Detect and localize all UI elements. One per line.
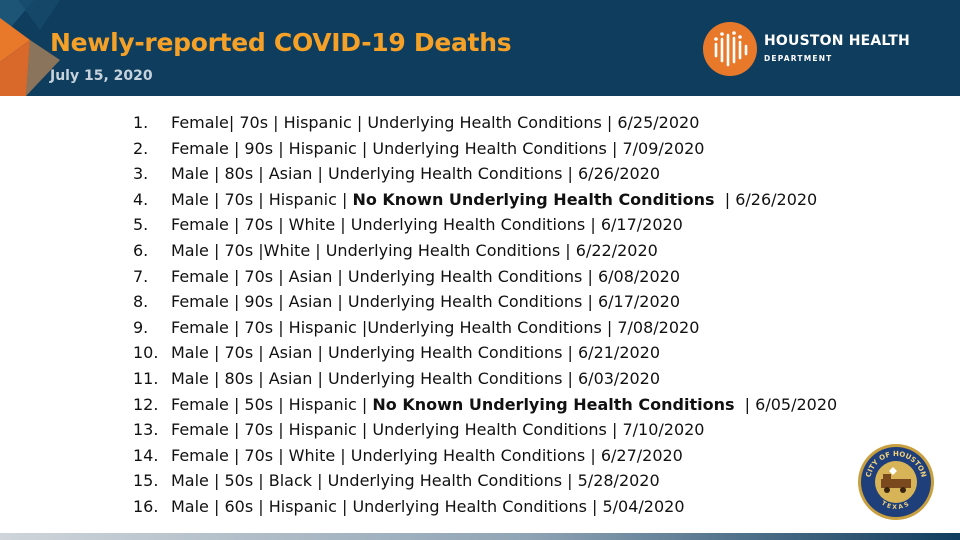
item-demographics: Male | 70s | Asian | (171, 343, 328, 363)
item-date: | 6/22/2020 (560, 240, 658, 260)
item-condition: Underlying Health Conditions (347, 266, 583, 286)
page-title: Newly-reported COVID-19 Deaths (50, 28, 512, 57)
item-number: 11. (133, 368, 159, 388)
list-item: 3. Male | 80s | Asian | Underlying Health… (133, 161, 837, 187)
item-demographics: Male | 80s | Asian | (171, 368, 328, 388)
item-demographics: Male | 70s | Hispanic | (171, 189, 353, 209)
item-number: 14. (133, 445, 159, 465)
houston-health-logo: HOUSTON HEALTH DEPARTMENT (703, 22, 943, 78)
item-number: 10. (133, 343, 159, 363)
report-date: July 15, 2020 (50, 68, 153, 84)
item-date: | 6/26/2020 (714, 189, 818, 209)
item-number: 6. (133, 240, 149, 260)
item-date: | 6/27/2020 (585, 445, 683, 465)
item-date: | 6/25/2020 (601, 113, 700, 132)
item-condition: Underlying Health Conditions (347, 292, 583, 312)
item-number: 7. (133, 266, 149, 286)
item-condition: Underlying Health Conditions (327, 343, 563, 363)
item-condition: Underlying Health Conditions (352, 496, 587, 516)
item-demographics: Female | 70s | White | (171, 215, 351, 235)
item-condition: Underlying Health Conditions (367, 113, 602, 132)
list-item: 5. Female | 70s | White | Underlying Heal… (133, 212, 837, 238)
item-condition: Underlying Health Conditions (350, 445, 586, 465)
list-item: 12. Female | 50s | Hispanic | No Known Un… (133, 392, 837, 418)
item-number: 12. (133, 394, 159, 414)
list-item: 8. Female | 90s | Asian | Underlying Heal… (133, 289, 837, 315)
item-date: | 7/08/2020 (601, 317, 700, 337)
logo-subtitle: DEPARTMENT (764, 54, 833, 63)
item-condition: Underlying Health Conditions (372, 138, 607, 158)
list-item: 4. Male | 70s | Hispanic | No Known Under… (133, 187, 837, 213)
item-number: 9. (133, 317, 149, 337)
item-condition: Underlying Health Conditions (327, 368, 563, 388)
item-condition: Underlying Health Conditions (325, 240, 561, 260)
item-demographics: Female | 70s | Hispanic | (171, 420, 373, 440)
item-date: | 6/08/2020 (582, 266, 680, 286)
item-date: | 5/04/2020 (586, 496, 685, 516)
item-date: | 6/21/2020 (562, 343, 661, 363)
list-item: 10. Male | 70s | Asian | Underlying Healt… (133, 340, 837, 366)
header-banner: Newly-reported COVID-19 Deaths July 15, … (0, 0, 960, 96)
logo-bars-icon (714, 31, 748, 67)
list-item: 7. Female | 70s | Asian | Underlying Heal… (133, 264, 837, 290)
item-demographics: Female | 90s | Hispanic | (171, 138, 373, 158)
item-number: 13. (133, 420, 159, 440)
item-demographics: Female | 90s | Asian | (171, 292, 348, 312)
deaths-list: 1. Female| 70s | Hispanic | Underlying He… (133, 110, 837, 520)
item-date: | 6/17/2020 (585, 215, 683, 235)
item-demographics: Male | 80s | Asian | (171, 164, 328, 184)
item-condition: No Known Underlying Health Conditions (372, 394, 735, 414)
svg-text:TEXAS: TEXAS (880, 500, 912, 511)
item-demographics: Female | 70s | Hispanic | (171, 317, 368, 337)
item-date: | 6/17/2020 (582, 292, 680, 312)
item-date: | 6/03/2020 (562, 368, 661, 388)
item-date: | 7/10/2020 (606, 420, 705, 440)
footer-bar (0, 533, 960, 540)
item-condition: Underlying Health Conditions (327, 164, 563, 184)
list-item: 9. Female | 70s | Hispanic |Underlying He… (133, 315, 837, 341)
item-number: 15. (133, 471, 159, 491)
logo-mark-icon (703, 22, 757, 76)
header-decoration (0, 0, 60, 96)
item-condition: Underlying Health Conditions (327, 471, 563, 491)
item-date: | 6/26/2020 (562, 164, 661, 184)
list-item: 11. Male | 80s | Asian | Underlying Healt… (133, 366, 837, 392)
item-demographics: Male | 60s | Hispanic | (171, 496, 353, 516)
list-item: 13. Female | 70s | Hispanic | Underlying … (133, 417, 837, 443)
item-condition: No Known Underlying Health Conditions (352, 189, 715, 209)
list-item: 16. Male | 60s | Hispanic | Underlying He… (133, 494, 837, 520)
list-item: 6. Male | 70s |White | Underlying Health … (133, 238, 837, 264)
logo-name: HOUSTON HEALTH (764, 33, 910, 49)
item-condition: Underlying Health Conditions (350, 215, 586, 235)
item-demographics: Female| 70s | Hispanic | (171, 113, 368, 132)
item-demographics: Female | 70s | Asian | (171, 266, 348, 286)
item-number: 4. (133, 189, 149, 209)
item-condition: Underlying Health Conditions (372, 420, 607, 440)
item-number: 2. (133, 138, 149, 158)
item-number: 16. (133, 496, 159, 516)
item-number: 8. (133, 292, 149, 312)
item-condition: Underlying Health Conditions (367, 317, 602, 337)
item-demographics: Female | 70s | White | (171, 445, 351, 465)
list-item: 14. Female | 70s | White | Underlying Hea… (133, 443, 837, 469)
item-demographics: Male | 70s |White | (171, 240, 326, 260)
city-seal-icon: CITY OF HOUSTON TEXAS (857, 443, 935, 521)
item-demographics: Female | 50s | Hispanic | (171, 394, 373, 414)
item-date: | 5/28/2020 (562, 471, 660, 491)
item-number: 5. (133, 215, 149, 235)
item-demographics: Male | 50s | Black | (171, 471, 328, 491)
seal-bottom-text: TEXAS (880, 500, 910, 511)
item-date: | 7/09/2020 (606, 138, 705, 158)
list-item: 2. Female | 90s | Hispanic | Underlying H… (133, 136, 837, 162)
list-item: 1. Female| 70s | Hispanic | Underlying He… (133, 110, 837, 136)
item-number: 1. (133, 113, 149, 132)
item-date: | 6/05/2020 (734, 394, 838, 414)
list-item: 15. Male | 50s | Black | Underlying Healt… (133, 468, 837, 494)
item-number: 3. (133, 164, 149, 184)
